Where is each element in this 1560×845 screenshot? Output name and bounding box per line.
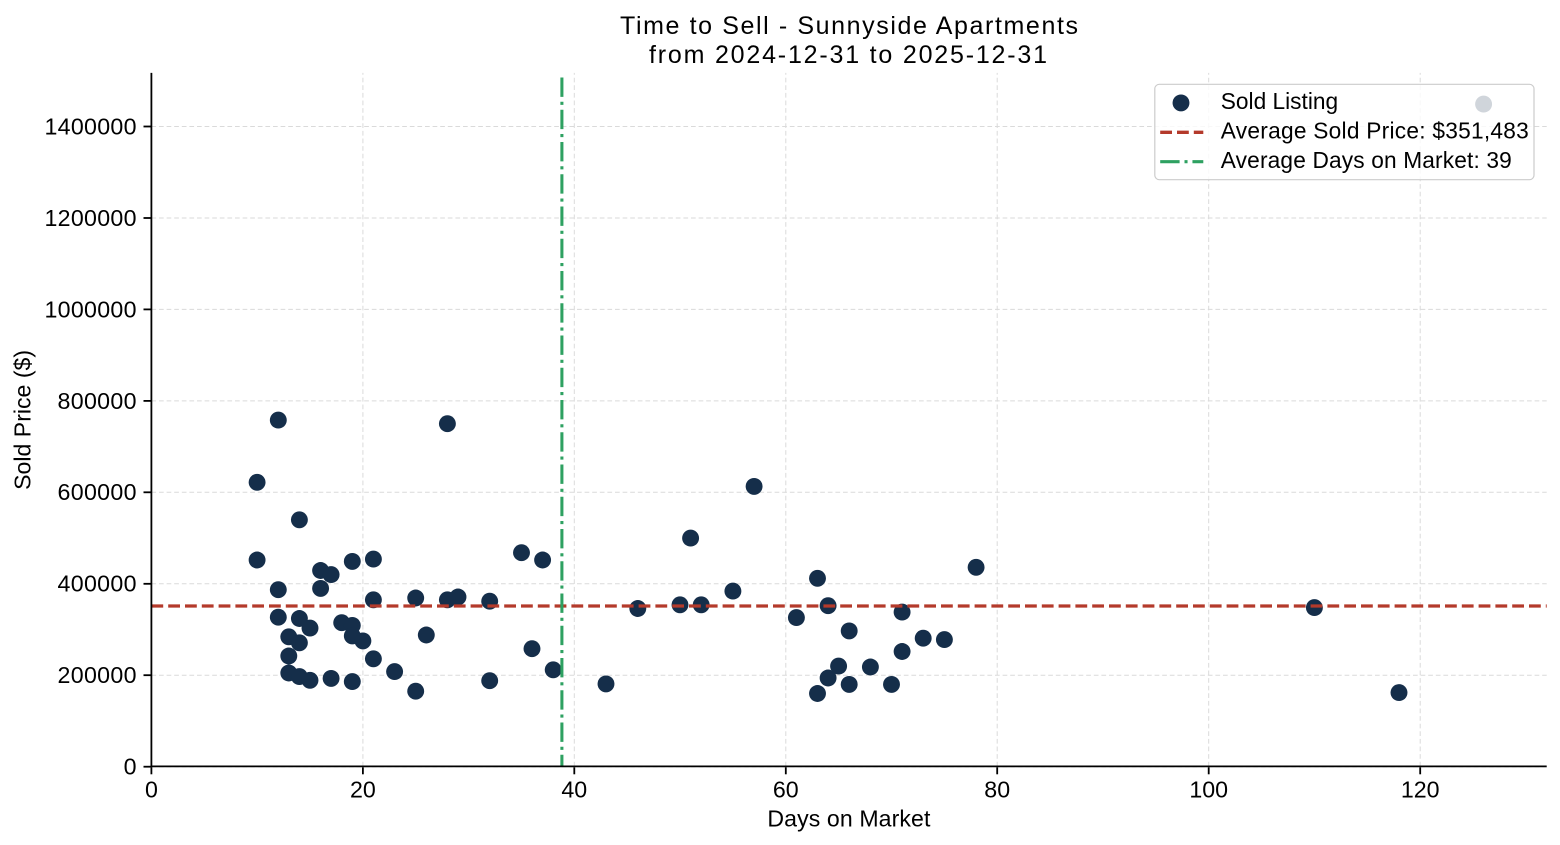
svg-text:1200000: 1200000 [45,205,137,231]
svg-text:Average Days on Market: 39: Average Days on Market: 39 [1221,147,1512,173]
svg-text:0: 0 [124,754,137,780]
svg-text:800000: 800000 [58,388,137,414]
svg-text:400000: 400000 [58,571,137,597]
svg-text:20: 20 [350,777,376,803]
svg-text:Days on Market: Days on Market [767,806,931,832]
svg-text:40: 40 [561,777,587,803]
svg-text:0: 0 [145,777,158,803]
svg-text:Sold Listing: Sold Listing [1221,88,1338,114]
svg-text:80: 80 [984,777,1010,803]
svg-text:60: 60 [773,777,799,803]
svg-text:100: 100 [1189,777,1228,803]
svg-text:from 2024-12-31 to 2025-12-31: from 2024-12-31 to 2025-12-31 [649,41,1047,69]
svg-text:120: 120 [1401,777,1440,803]
svg-text:Average Sold Price: $351,483: Average Sold Price: $351,483 [1221,118,1529,144]
svg-text:1000000: 1000000 [45,296,137,322]
svg-text:600000: 600000 [58,479,137,505]
svg-text:Time to Sell - Sunnyside Apart: Time to Sell - Sunnyside Apartments [620,12,1078,40]
svg-text:1400000: 1400000 [45,113,137,139]
svg-text:200000: 200000 [58,662,137,688]
svg-text:Sold Price ($): Sold Price ($) [10,350,36,490]
